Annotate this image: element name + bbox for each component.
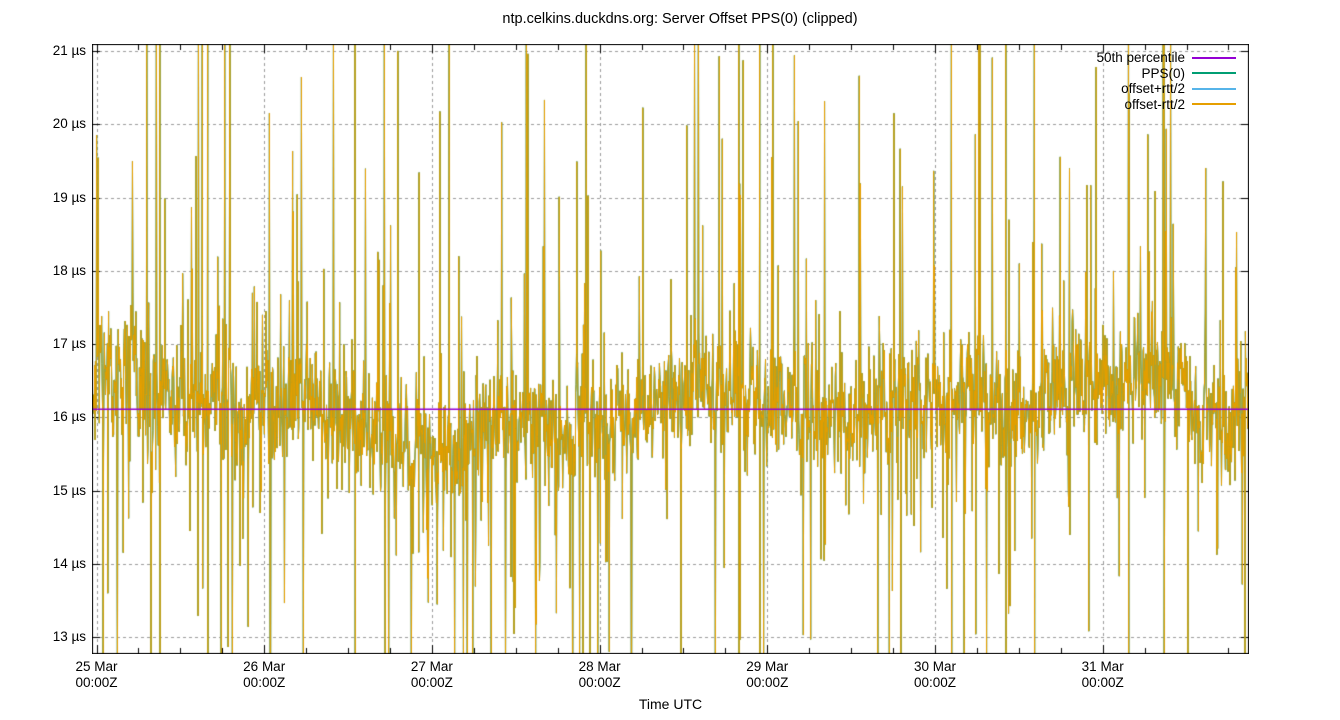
x-tick-label: 26 Mar 00:00Z (204, 659, 324, 691)
legend-label: 50th percentile (1096, 50, 1185, 65)
legend-line-swatch (1192, 103, 1236, 106)
y-tick-label: 19 µs (52, 189, 86, 205)
x-tick-time: 00:00Z (75, 675, 118, 690)
legend-label: PPS(0) (1141, 65, 1185, 81)
x-tick-date: 28 Mar (578, 659, 621, 674)
legend-label: offset+rtt/2 (1121, 81, 1185, 96)
x-tick-label: 30 Mar 00:00Z (875, 659, 995, 691)
y-tick-label: 13 µs (52, 629, 86, 644)
x-tick-label: 29 Mar 00:00Z (707, 659, 827, 691)
x-tick-time: 00:00Z (1081, 675, 1124, 690)
legend-row: offset-rtt/2 (1096, 97, 1236, 113)
x-tick-time: 00:00Z (243, 675, 286, 690)
x-tick-label: 25 Mar 00:00Z (37, 659, 157, 691)
legend-label: offset-rtt/2 (1124, 96, 1185, 112)
x-tick-time: 00:00Z (746, 675, 789, 690)
x-tick-label: 28 Mar 00:00Z (540, 659, 660, 691)
x-tick-time: 00:00Z (410, 675, 453, 690)
x-tick-date: 31 Mar (1081, 659, 1124, 674)
legend: 50th percentile PPS(0) offset+rtt/2 offset-… (1096, 50, 1236, 112)
x-tick-date: 30 Mar (913, 659, 957, 674)
legend-row: 50th percentile (1096, 50, 1236, 66)
y-tick-label: 20 µs (52, 116, 86, 132)
legend-line-swatch (1192, 72, 1236, 75)
legend-row: offset+rtt/2 (1096, 81, 1236, 97)
x-tick-label: 27 Mar 00:00Z (372, 659, 492, 691)
y-tick-label: 17 µs (52, 336, 86, 351)
x-tick-label: 31 Mar 00:00Z (1043, 659, 1163, 691)
x-tick-date: 25 Mar (75, 659, 118, 674)
y-tick-label: 15 µs (52, 482, 86, 498)
y-tick-label: 16 µs (52, 409, 86, 425)
x-tick-time: 00:00Z (578, 675, 621, 690)
legend-line-swatch (1192, 56, 1236, 59)
y-tick-label: 18 µs (52, 262, 86, 278)
x-tick-date: 27 Mar (410, 659, 453, 674)
x-axis-title: Time UTC (638, 696, 703, 712)
x-tick-date: 29 Mar (746, 659, 789, 674)
plot-area (92, 44, 1249, 654)
x-tick-time: 00:00Z (913, 675, 957, 690)
y-tick-label: 21 µs (52, 43, 86, 58)
chart-title: ntp.celkins.duckdns.org: Server Offset P… (502, 11, 858, 27)
legend-line-swatch (1192, 87, 1236, 90)
y-tick-label: 14 µs (52, 555, 86, 571)
x-tick-date: 26 Mar (243, 659, 286, 674)
legend-row: PPS(0) (1096, 66, 1236, 82)
